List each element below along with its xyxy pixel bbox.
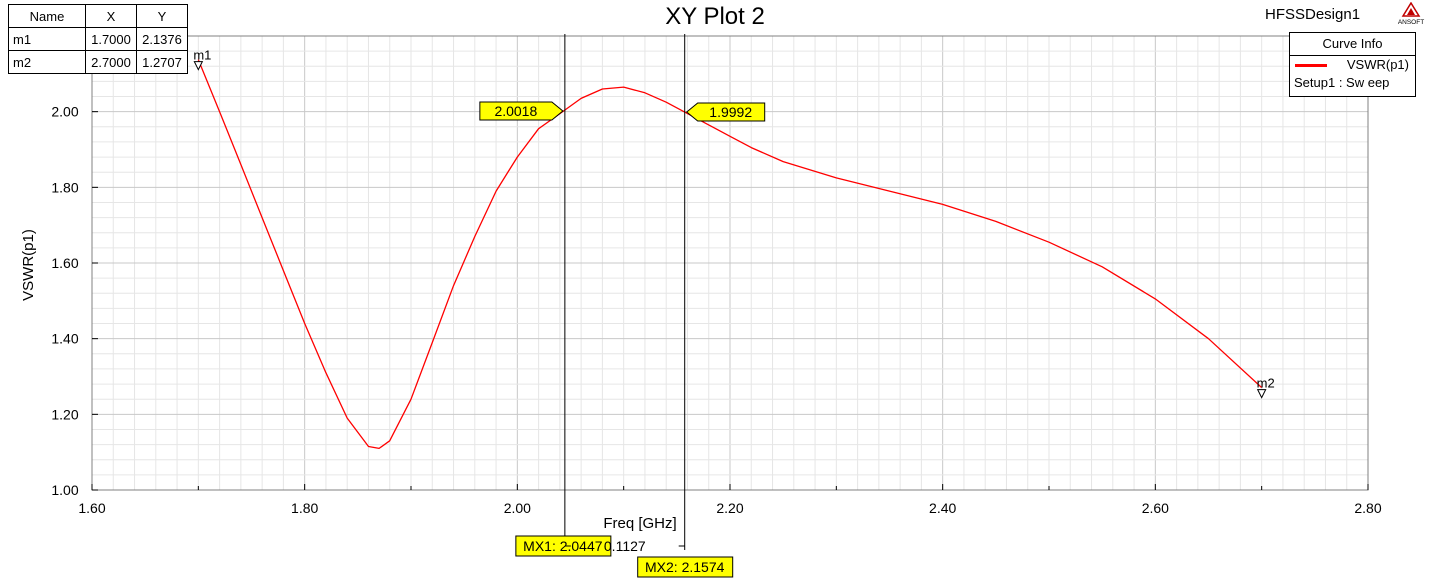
x-tick-label: 1.80 xyxy=(291,500,318,516)
y-tick-label: 1.20 xyxy=(51,406,78,422)
marker-label: m2 xyxy=(1257,376,1275,391)
y-axis-label: VSWR(p1) xyxy=(20,229,37,301)
legend-setup-name: Setup1 : Sw eep xyxy=(1294,75,1390,90)
marker-y: 1.2707 xyxy=(136,50,188,74)
chart-title: XY Plot 2 xyxy=(665,3,765,30)
marker-table-header-row: Name X Y xyxy=(8,4,188,28)
cursor-value-label: 1.9992 xyxy=(709,104,752,120)
cursor-x-box xyxy=(515,535,612,557)
y-tick-label: 1.80 xyxy=(51,179,78,195)
x-tick-label: 2.80 xyxy=(1354,500,1381,516)
marker-table-header-name: Name xyxy=(8,4,86,28)
ansoft-logo-icon: ANSOFT xyxy=(1398,2,1424,26)
x-tick-label: 1.60 xyxy=(78,500,105,516)
curve-info-legend[interactable]: Curve Info VSWR(p1) Setup1 : Sw eep xyxy=(1289,32,1416,97)
curve-info-title: Curve Info xyxy=(1290,33,1415,56)
legend-series-name: VSWR(p1) xyxy=(1346,57,1409,72)
y-tick-label: 1.60 xyxy=(51,255,78,271)
marker-table-row[interactable]: m2 2.7000 1.2707 xyxy=(8,50,188,74)
series-line-vswr xyxy=(197,59,1263,450)
marker-triangle xyxy=(1256,389,1267,399)
logo-text: ANSOFT xyxy=(1398,19,1424,26)
y-tick-label: 2.00 xyxy=(51,104,78,120)
marker-table-header-y: Y xyxy=(136,4,188,28)
y-tick-label: 1.00 xyxy=(51,482,78,498)
cursor-value-flag xyxy=(479,101,564,121)
legend-swatch xyxy=(1295,64,1327,67)
y-tick-label: 1.40 xyxy=(51,331,78,347)
x-tick-label: 2.00 xyxy=(504,500,531,516)
marker-table-row[interactable]: m1 1.7000 2.1376 xyxy=(8,27,188,51)
x-axis-label: Freq [GHz] xyxy=(603,515,676,532)
x-tick-label: 2.20 xyxy=(716,500,743,516)
cursor-value-flag xyxy=(685,102,766,122)
marker-x: 1.7000 xyxy=(85,27,137,51)
cursor-value-label: 2.0018 xyxy=(494,103,537,119)
design-name: HFSSDesign1 xyxy=(1265,6,1361,23)
marker-y: 2.1376 xyxy=(136,27,188,51)
cursor-x-label: MX1: 2.0447 xyxy=(523,538,603,554)
marker-name: m1 xyxy=(8,27,86,51)
x-tick-label: 2.40 xyxy=(929,500,956,516)
curve-info-entry[interactable]: VSWR(p1) xyxy=(1290,56,1415,74)
cursor-delta-label: 0.1127 xyxy=(604,538,646,554)
marker-label: m1 xyxy=(193,48,211,63)
marker-table: Name X Y m1 1.7000 2.1376 m2 2.7000 1.27… xyxy=(8,4,188,74)
cursor-x-box xyxy=(637,556,734,578)
marker-x: 2.7000 xyxy=(85,50,137,74)
marker-name: m2 xyxy=(8,50,86,74)
marker-table-header-x: X xyxy=(85,4,137,28)
marker-triangle xyxy=(193,61,204,71)
x-tick-label: 2.60 xyxy=(1142,500,1169,516)
cursor-x-label: MX2: 2.1574 xyxy=(645,559,725,575)
